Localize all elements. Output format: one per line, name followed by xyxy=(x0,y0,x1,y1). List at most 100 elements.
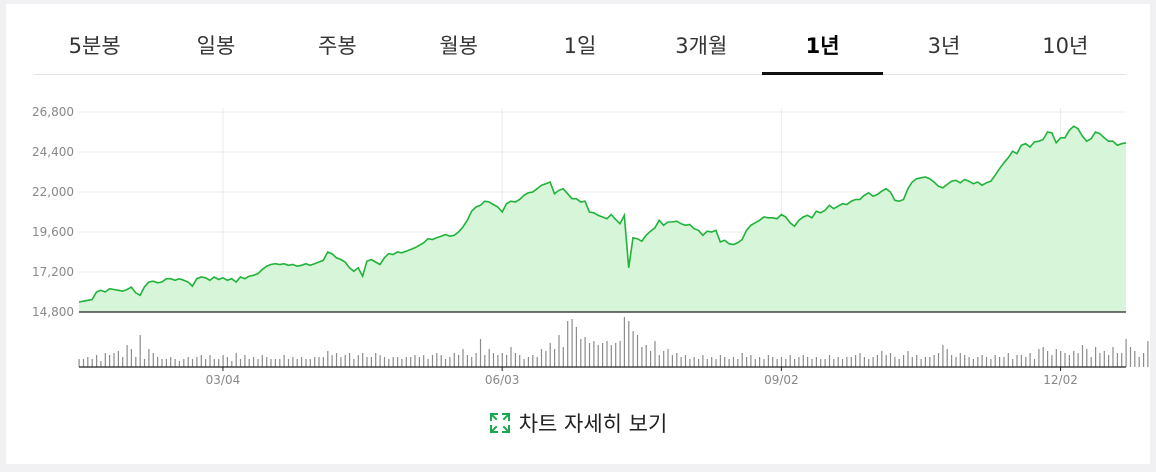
volume-bar xyxy=(532,355,534,367)
x-axis-labels: 03/04 06/03 09/02 12/02 xyxy=(206,367,1078,387)
volume-bar xyxy=(881,351,883,367)
volume-bar xyxy=(654,341,656,367)
volume-bar xyxy=(571,319,573,367)
tab-period-2[interactable]: 주봉 xyxy=(318,34,357,58)
volume-bar xyxy=(226,357,228,367)
volume-bar xyxy=(676,353,678,367)
volume-bar xyxy=(658,355,660,367)
tab-period-8[interactable]: 10년 xyxy=(1042,34,1089,58)
volume-bar xyxy=(1081,345,1084,367)
x-tick-label-2: 09/02 xyxy=(764,373,799,387)
volume-bar xyxy=(772,357,774,367)
volume-bar xyxy=(1055,349,1057,367)
volume-bar xyxy=(955,357,957,367)
volume-bar xyxy=(650,351,652,367)
price-chart: 14,800 17,200 19,600 22,000 24,400 26,800 03/… xyxy=(32,105,1149,387)
volume-bar xyxy=(301,357,303,367)
volume-bar xyxy=(148,349,150,367)
volume-bar xyxy=(165,359,167,367)
y-tick-label-4: 24,400 xyxy=(32,145,74,159)
volume-bar xyxy=(593,341,595,367)
volume-bar xyxy=(1051,355,1053,367)
volume-bar xyxy=(91,359,93,367)
volume-bar xyxy=(514,353,516,367)
chart-detail-link[interactable]: 차트 자세히 보기 xyxy=(6,408,1150,439)
tab-period-7[interactable]: 3년 xyxy=(927,34,961,58)
y-tick-label-3: 22,000 xyxy=(32,185,74,199)
volume-bar xyxy=(519,355,521,367)
volume-bar xyxy=(990,359,992,367)
volume-bar xyxy=(1108,355,1110,367)
volume-bar xyxy=(414,355,416,367)
volume-bar xyxy=(1029,353,1031,367)
volume-bar xyxy=(951,355,953,367)
tab-period-4[interactable]: 1일 xyxy=(563,34,597,58)
volume-bar xyxy=(972,359,974,367)
volume-bar xyxy=(305,359,307,367)
chart-detail-label: 차트 자세히 보기 xyxy=(518,412,668,436)
volume-bar xyxy=(863,357,865,367)
volume-bar xyxy=(453,353,455,367)
volume-bar xyxy=(916,355,918,367)
volume-bar xyxy=(868,359,870,367)
volume-bar xyxy=(567,321,569,367)
volume-bar xyxy=(157,357,159,367)
volume-bar xyxy=(109,355,111,367)
volume-bar xyxy=(680,357,682,367)
volume-bar xyxy=(1112,347,1114,367)
x-tick-label-1: 06/03 xyxy=(485,373,520,387)
volume-bar xyxy=(431,355,434,367)
volume-bar xyxy=(484,355,486,367)
volume-bar xyxy=(828,355,831,367)
tab-period-6[interactable]: 1년 xyxy=(761,4,884,75)
tab-period-3[interactable]: 월봉 xyxy=(439,34,478,58)
volume-bar xyxy=(287,359,290,367)
volume-bar xyxy=(78,359,80,367)
y-tick-label-5: 26,800 xyxy=(32,105,74,119)
volume-bar xyxy=(588,343,591,367)
price-line xyxy=(78,125,1127,303)
volume-bar xyxy=(724,357,726,367)
volume-bar xyxy=(353,359,355,367)
volume-bar xyxy=(741,353,743,367)
volume-bar xyxy=(693,357,695,367)
volume-bar xyxy=(458,355,460,367)
volume-bar xyxy=(135,357,137,367)
volume-bar xyxy=(1012,359,1014,367)
volume-bar xyxy=(1116,353,1118,367)
volume-bar xyxy=(798,357,800,367)
volume-bar xyxy=(667,349,669,367)
volume-bar xyxy=(471,357,473,367)
volume-bar xyxy=(728,359,730,367)
volume-bar xyxy=(619,341,621,367)
volume-bar xyxy=(257,359,259,367)
volume-bar xyxy=(602,343,604,367)
volume-bar xyxy=(549,343,551,367)
volume-bar xyxy=(732,357,735,367)
volume-bar xyxy=(1090,357,1092,367)
volume-bar xyxy=(318,357,320,367)
volume-bar xyxy=(671,355,673,367)
volume-bar xyxy=(711,357,713,367)
volume-bar xyxy=(663,351,665,367)
tab-period-1[interactable]: 일봉 xyxy=(196,34,236,58)
period-tabs: 5분봉 일봉 주봉 월봉 1일 3개월 1년 3년 10년 xyxy=(34,4,1126,75)
volume-bar xyxy=(706,359,708,367)
volume-bar xyxy=(807,357,809,367)
volume-bar xyxy=(296,359,298,367)
volume-bar xyxy=(964,355,966,367)
volume-bar xyxy=(841,359,844,367)
tab-period-5[interactable]: 3개월 xyxy=(675,34,728,58)
volume-bar xyxy=(785,359,787,367)
volume-bar xyxy=(1125,339,1127,367)
y-tick-label-2: 19,600 xyxy=(32,225,74,239)
volume-bar xyxy=(872,357,874,367)
volume-bar xyxy=(497,355,499,367)
volume-bar xyxy=(985,357,988,367)
volume-bar xyxy=(824,359,826,367)
volume-bar xyxy=(331,355,333,367)
volume-bar xyxy=(309,359,311,367)
volume-bar xyxy=(222,355,224,367)
tab-period-0[interactable]: 5분봉 xyxy=(68,34,121,58)
y-axis-labels: 14,800 17,200 19,600 22,000 24,400 26,800 xyxy=(32,105,74,319)
